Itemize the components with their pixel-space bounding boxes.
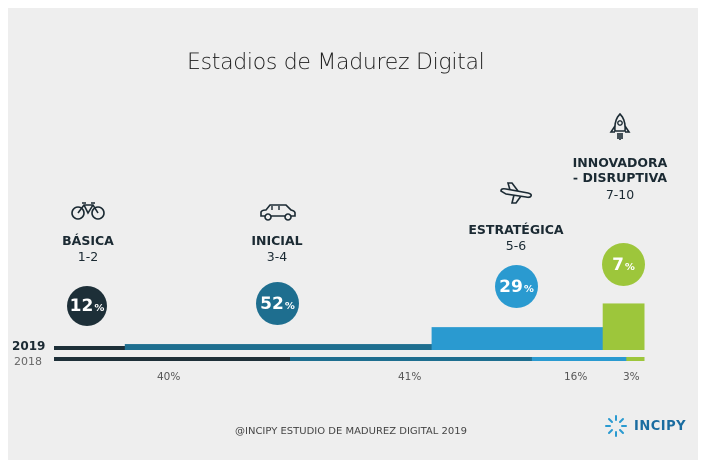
bar-2019-estrategica — [431, 327, 604, 350]
value-circle-estrategica: 29% — [495, 265, 538, 308]
value-label-2018-innovadora: 3% — [623, 371, 640, 383]
bar-2019-basica — [54, 346, 126, 350]
range-label-estrategica: 5-6 — [505, 238, 527, 253]
year-label-2019: 2019 — [12, 339, 46, 353]
value-label-2018-estrategica: 16% — [564, 371, 588, 383]
value-label-2018-basica: 40% — [157, 371, 181, 383]
value-label-basica: 12 — [69, 296, 94, 316]
range-label-innovadora: 7-10 — [605, 187, 635, 202]
value-label-2018-inicial: 41% — [398, 371, 422, 383]
bar-2019-inicial — [124, 344, 433, 350]
rocket-icon — [609, 112, 631, 140]
incipy-logo-icon — [605, 415, 627, 437]
footer-credit: @INCIPY ESTUDIO DE MADUREZ DIGITAL 2019 — [235, 426, 467, 437]
value-circle-innovadora: 7% — [602, 243, 645, 286]
year-label-2018: 2018 — [14, 355, 42, 368]
bicycle-icon — [71, 202, 105, 220]
value-label-inicial: 52 — [260, 293, 284, 314]
percent-sign: % — [523, 283, 534, 295]
category-label-inicial: INICIAL — [251, 233, 303, 248]
bar-2018-basica — [54, 357, 291, 361]
value-label-innovadora: 7 — [612, 254, 624, 275]
airplane-icon — [500, 182, 532, 204]
category-label-estrategica: ESTRATÉGICA — [468, 222, 564, 237]
bar-2018-inicial — [290, 357, 533, 361]
chart-title: Estadios de Madurez Digital — [187, 50, 485, 75]
percent-sign: % — [94, 303, 105, 314]
percent-sign: % — [284, 300, 295, 312]
category-label-basica: BÁSICA — [62, 233, 114, 248]
bar-2018-estrategica — [531, 357, 627, 361]
value-circle-basica: 12% — [67, 286, 107, 326]
brand-name: INCIPY — [634, 419, 687, 434]
range-label-basica: 1-2 — [77, 249, 99, 264]
car-icon — [260, 204, 296, 221]
value-label-estrategica: 29 — [499, 276, 523, 297]
bar-2018-innovadora — [626, 357, 645, 361]
percent-sign: % — [624, 261, 635, 273]
value-circle-inicial: 52% — [256, 282, 299, 325]
category-label-innovadora: INNOVADORA - DISRUPTIVA — [572, 155, 668, 185]
bar-2019-innovadora — [602, 303, 645, 350]
chart-panel — [8, 8, 698, 460]
range-label-inicial: 3-4 — [266, 249, 288, 264]
